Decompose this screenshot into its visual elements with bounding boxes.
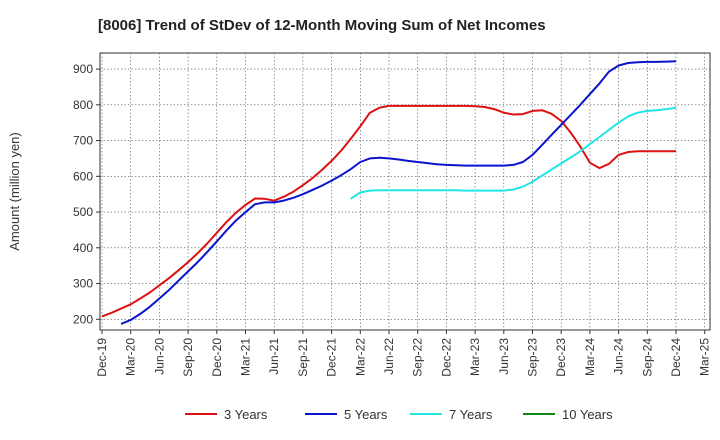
y-tick-label: 400: [73, 241, 93, 255]
legend-label-5-years: 5 Years: [344, 407, 388, 422]
y-axis-label: Amount (million yen): [7, 132, 22, 251]
x-tick-label: Jun-23: [497, 338, 511, 375]
x-tick-label: Dec-20: [210, 338, 224, 377]
y-tick-label: 500: [73, 205, 93, 219]
x-tick-label: Dec-22: [439, 338, 453, 377]
chart-title: [8006] Trend of StDev of 12-Month Moving…: [98, 17, 546, 34]
series-layer: [101, 60, 677, 325]
x-tick-label: Jun-22: [382, 338, 396, 375]
x-tick-label: Mar-25: [698, 338, 712, 376]
x-tick-label: Dec-24: [669, 338, 683, 377]
x-tick-label: Jun-20: [152, 338, 166, 375]
series-line-7-years: [350, 106, 677, 200]
x-tick-label: Jun-24: [612, 338, 626, 375]
x-tick-label: Mar-23: [468, 338, 482, 376]
x-tick-label: Sep-21: [296, 338, 310, 377]
y-tick-label: 600: [73, 169, 93, 183]
x-tick-label: Mar-21: [239, 338, 253, 376]
y-tick-label: 300: [73, 277, 93, 291]
x-tick-label: Mar-20: [124, 338, 138, 376]
legend: 3 Years 5 Years 7 Years 10 Years: [185, 407, 613, 422]
x-tick-label: Mar-24: [583, 338, 597, 376]
y-tick-label: 700: [73, 134, 93, 148]
y-tick-label: 200: [73, 312, 93, 326]
y-axis-ticks: 200 300 400 500 600 700 800 900: [73, 62, 100, 326]
x-tick-label: Sep-24: [640, 338, 654, 377]
x-tick-label: Sep-20: [181, 338, 195, 377]
legend-label-3-years: 3 Years: [224, 407, 268, 422]
x-tick-label: Dec-19: [95, 338, 109, 377]
x-tick-label: Jun-21: [267, 338, 281, 375]
x-tick-label: Dec-23: [554, 338, 568, 377]
x-tick-label: Sep-23: [526, 338, 540, 377]
series-line-3-years: [101, 104, 676, 318]
legend-label-10-years: 10 Years: [562, 407, 613, 422]
y-tick-label: 900: [73, 62, 93, 76]
x-tick-label: Dec-21: [325, 338, 339, 377]
y-tick-label: 800: [73, 98, 93, 112]
series-line-5-years: [120, 60, 677, 325]
x-axis-ticks: Dec-19 Mar-20 Jun-20 Sep-20 Dec-20 Mar-21 Jun-…: [95, 330, 712, 377]
x-tick-label: Mar-22: [353, 338, 367, 376]
x-tick-label: Sep-22: [411, 338, 425, 377]
legend-label-7-years: 7 Years: [449, 407, 493, 422]
